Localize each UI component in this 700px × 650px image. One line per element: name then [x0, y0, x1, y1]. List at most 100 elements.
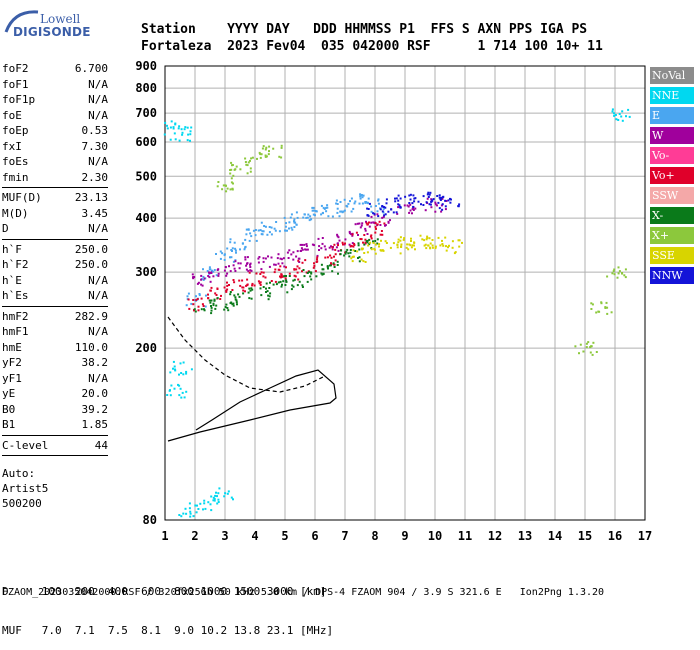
- echo-point: [320, 204, 343, 218]
- echo-point: [366, 241, 388, 255]
- param-value: 3.45: [81, 206, 109, 220]
- param-value: 1.85: [81, 418, 109, 431]
- echo-point: [244, 228, 265, 242]
- param-divider: [2, 305, 108, 307]
- y-tick-label: 700: [135, 106, 157, 120]
- chart-ticks: 1 2 3 4 5 6 7 8 9 10 11 12 13 14 15 16 17802003004005006…: [135, 59, 652, 543]
- param-name: fxI: [2, 139, 22, 153]
- chart-marks: [163, 108, 631, 518]
- param-name: foE: [2, 108, 22, 122]
- echo-point: [370, 213, 391, 227]
- param-value: 250.0: [74, 258, 108, 271]
- x-tick-label: 1: [161, 529, 168, 543]
- param-row: h`Es N/A: [2, 288, 108, 304]
- x-tick-label: 8: [371, 529, 378, 543]
- legend-item: X+: [650, 227, 694, 244]
- legend-item: X-: [650, 207, 694, 224]
- echo-point: [439, 195, 461, 211]
- param-row: yE 20.0: [2, 386, 108, 402]
- param-name: fmin: [2, 170, 29, 184]
- param-name: foF1p: [2, 93, 36, 106]
- param-name: hmF2: [2, 309, 29, 323]
- echo-point: [265, 279, 289, 295]
- param-row: fxI 7.30: [2, 139, 108, 155]
- param-value: N/A: [88, 371, 108, 385]
- x-tick-label: 6: [311, 529, 318, 543]
- param-row: yF1 N/A: [2, 371, 108, 387]
- x-tick-label: 10: [428, 529, 442, 543]
- echo-point: [229, 238, 251, 252]
- param-row: B0 39.2: [2, 402, 108, 418]
- echo-point: [335, 198, 356, 214]
- param-row: hmF2 282.9: [2, 309, 108, 325]
- param-value: 250.0: [74, 242, 108, 256]
- chart-profile-curves: [167, 316, 337, 442]
- echo-point: [215, 247, 237, 263]
- echo-point: [244, 256, 265, 272]
- param-name: yF2: [2, 356, 22, 369]
- y-tick-label: 80: [143, 513, 157, 527]
- echo-point: [611, 108, 631, 122]
- param-name: foF1: [2, 77, 29, 91]
- echo-point: [289, 211, 313, 226]
- param-row: foF2 6.700: [2, 61, 108, 77]
- param-name: yE: [2, 387, 16, 400]
- param-row: foE N/A: [2, 108, 108, 124]
- echo-point: [244, 151, 268, 167]
- echo-point: [280, 247, 304, 263]
- param-value: N/A: [88, 108, 108, 122]
- logo-digisonde: DIGISONDE: [13, 25, 91, 39]
- y-tick-label: 600: [135, 135, 157, 149]
- param-row: yF2 38.2: [2, 355, 108, 371]
- autoscaling-line: Artist5: [2, 482, 49, 495]
- param-name: B0: [2, 402, 16, 416]
- param-row: foF1p N/A: [2, 92, 108, 108]
- param-value: N/A: [88, 93, 108, 106]
- y-tick-label: 800: [135, 81, 157, 95]
- param-name: h`Es: [2, 289, 29, 302]
- param-value: 39.2: [81, 402, 109, 416]
- echo-point: [279, 265, 300, 281]
- echo-point: [396, 236, 416, 251]
- param-value: N/A: [88, 273, 108, 287]
- echo-point: [574, 341, 598, 356]
- y-tick-label: 200: [135, 341, 157, 355]
- autoscaling-line: 500200: [2, 497, 42, 510]
- param-name: MUF(D): [2, 191, 42, 204]
- echo-point: [229, 291, 253, 306]
- param-name: h`F: [2, 242, 22, 256]
- echo-point: [439, 239, 463, 255]
- param-divider: [2, 434, 108, 436]
- echo-point: [349, 193, 373, 208]
- x-tick-label: 2: [191, 529, 198, 543]
- chart-grid: [164, 65, 646, 521]
- echo-point: [193, 299, 217, 315]
- footer-file-info: FZAOM_2023035042000.RSF / 320fx256h 50 k…: [2, 587, 605, 598]
- echo-point: [247, 286, 271, 301]
- param-row: foF1 N/A: [2, 77, 108, 93]
- profile-curve-dashed: [167, 316, 326, 393]
- param-value: 20.0: [81, 387, 109, 400]
- param-value: 7.30: [81, 139, 109, 153]
- echo-point: [262, 253, 286, 268]
- param-value: 6.700: [74, 62, 108, 75]
- echo-point: [178, 502, 198, 518]
- param-value: N/A: [88, 155, 108, 168]
- echo-point: [299, 243, 320, 257]
- profile-curve-solid: [167, 369, 337, 442]
- ionogram-chart: 1 2 3 4 5 6 7 8 9 10 11 12 13 14 15 16 17802003004005006…: [135, 59, 652, 543]
- param-divider: [2, 455, 108, 456]
- echo-point: [357, 238, 379, 251]
- param-name: h`E: [2, 273, 22, 287]
- param-name: B1: [2, 418, 16, 431]
- legend-item: SSE: [650, 247, 694, 264]
- x-tick-label: 3: [221, 529, 228, 543]
- param-row: h`F 250.0: [2, 242, 108, 258]
- echo-point: [320, 260, 339, 275]
- echo-point: [606, 266, 627, 279]
- param-name: M(D): [2, 206, 29, 220]
- echo-point: [424, 236, 447, 250]
- param-name: yF1: [2, 371, 22, 385]
- param-value: N/A: [88, 77, 108, 91]
- param-value: 110.0: [74, 340, 108, 354]
